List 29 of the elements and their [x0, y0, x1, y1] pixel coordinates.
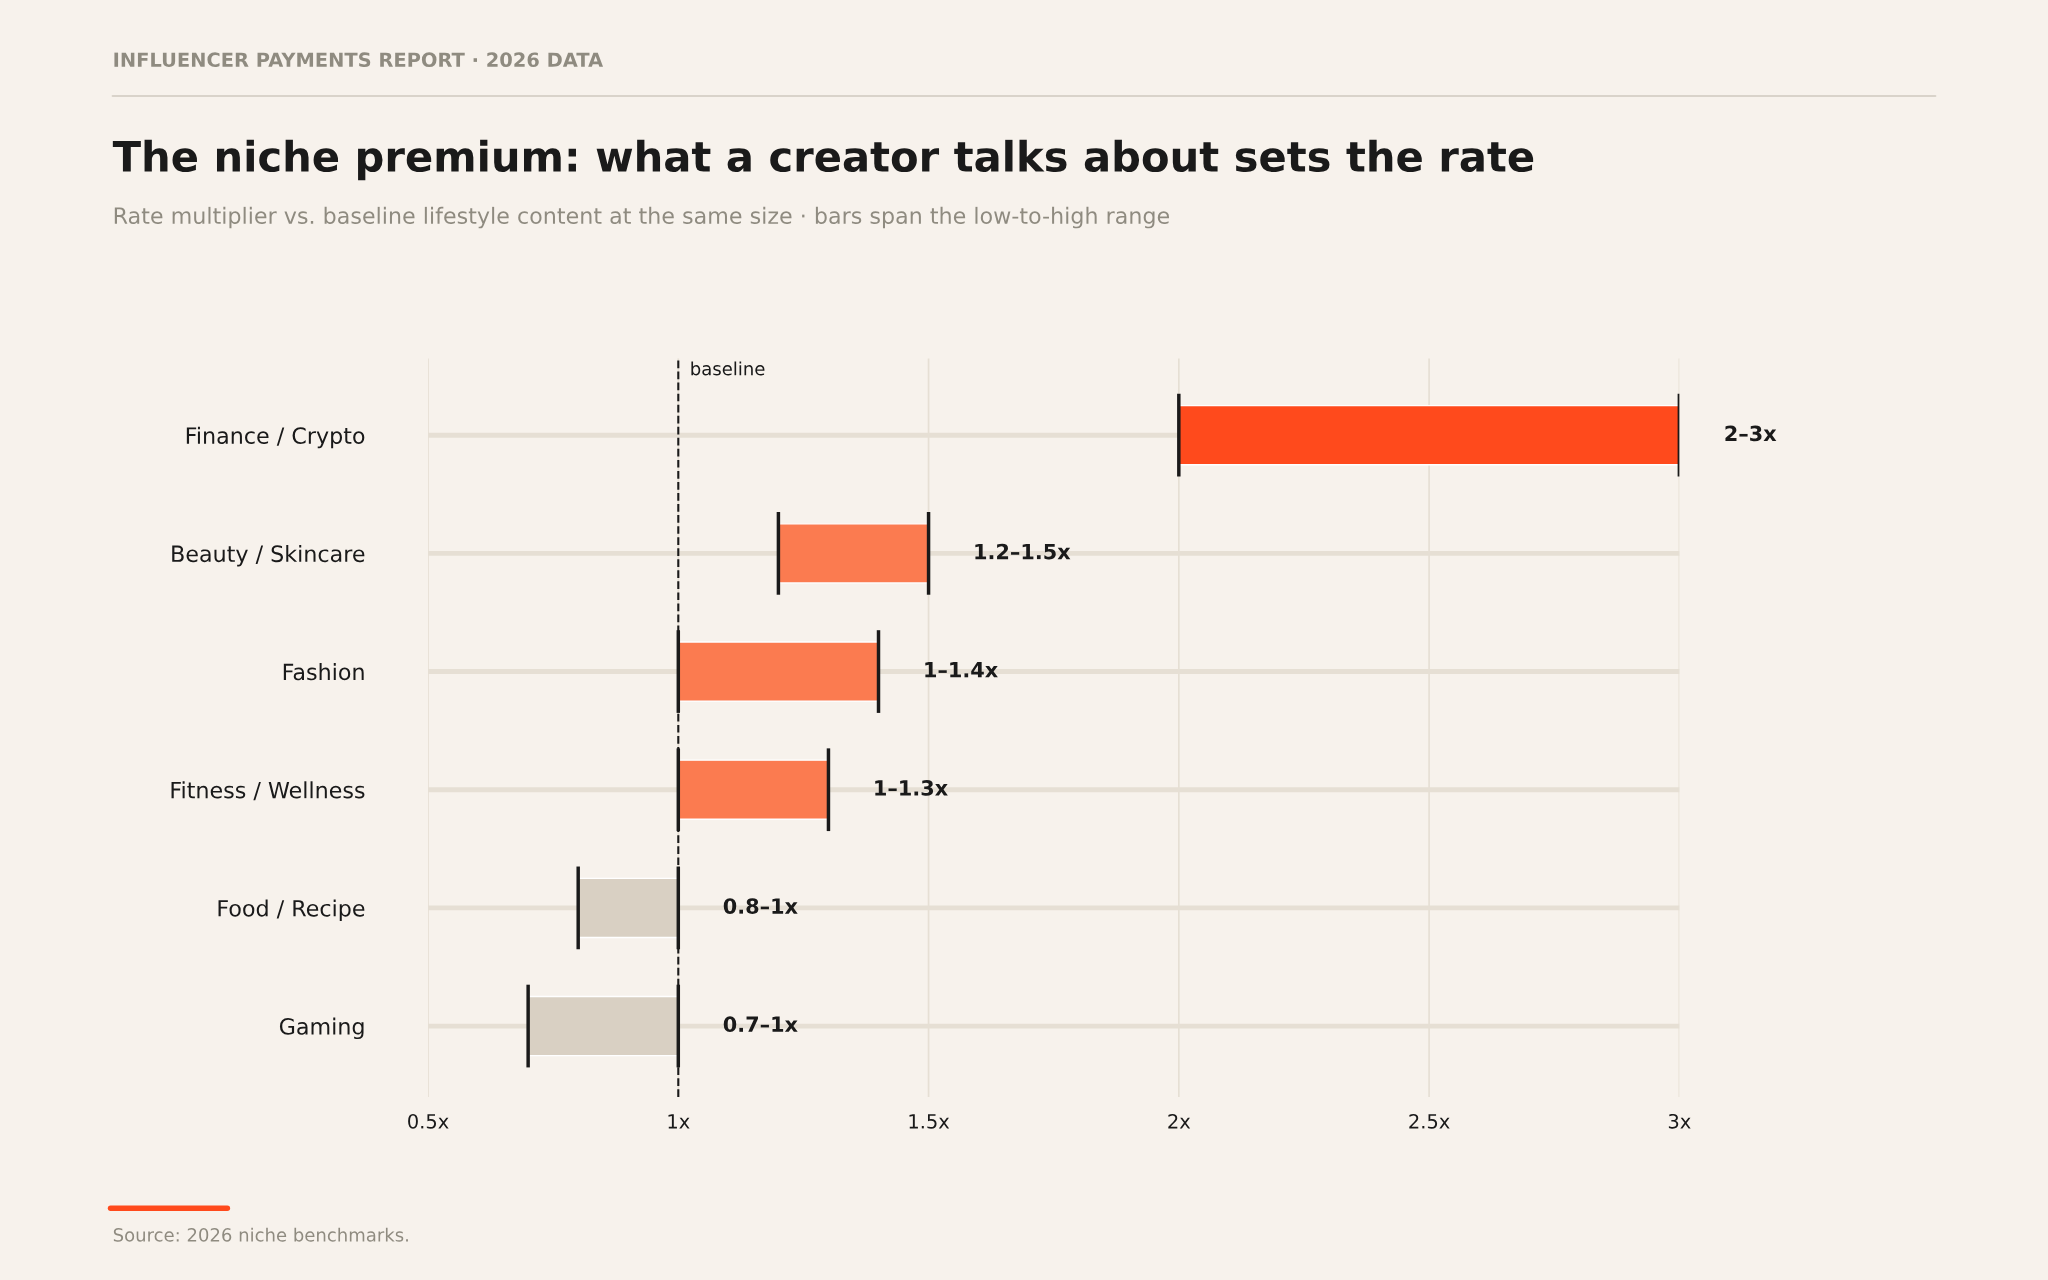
ref-line-label: baseline	[691, 361, 765, 376]
y-tick-label: Fitness / Wellness	[171, 781, 365, 801]
x-tick-label: 3x	[1668, 1113, 1691, 1129]
chart-subtitle: Rate multiplier vs. baseline lifestyle content at the same size · bars span the low-to-high range	[114, 206, 1170, 229]
x-tick-label: 2.5x	[1409, 1113, 1450, 1129]
x-tick-label: 1.5x	[909, 1114, 950, 1129]
text: INFLUENCER PAYMENTS REPORT · 2026 DATA	[114, 52, 604, 68]
bar	[677, 759, 830, 820]
x-tick-label: 1x	[668, 1114, 690, 1129]
bar	[527, 995, 679, 1057]
bar	[777, 523, 930, 584]
data-label: 1–1.3x	[875, 780, 948, 796]
bar	[677, 641, 880, 702]
data-label: 1.2–1.5x	[975, 543, 1071, 560]
data-label: 0.8–1x	[723, 898, 798, 914]
y-tick-label: Finance / Crypto	[186, 426, 365, 449]
x-tick-label: 2x	[1168, 1113, 1191, 1129]
source-note: Source: 2026 niche benchmarks.	[113, 1227, 408, 1242]
x-tick-label: 0.5x	[408, 1113, 449, 1129]
y-tick-label: Gaming	[279, 1017, 364, 1040]
y-tick-label: Beauty / Skincare	[172, 544, 365, 567]
data-label: 2–3x	[1725, 425, 1777, 442]
y-tick-label: Food / Recipe	[218, 899, 365, 921]
data-label: 1–1.4x	[925, 662, 998, 678]
data-label: 0.7–1x	[723, 1016, 798, 1033]
y-tick-label: Fashion	[283, 663, 364, 681]
bar	[1178, 404, 1680, 466]
chart-title: The niche premium: what a creator talks about sets the rate	[112, 139, 1534, 181]
bar	[577, 877, 679, 939]
